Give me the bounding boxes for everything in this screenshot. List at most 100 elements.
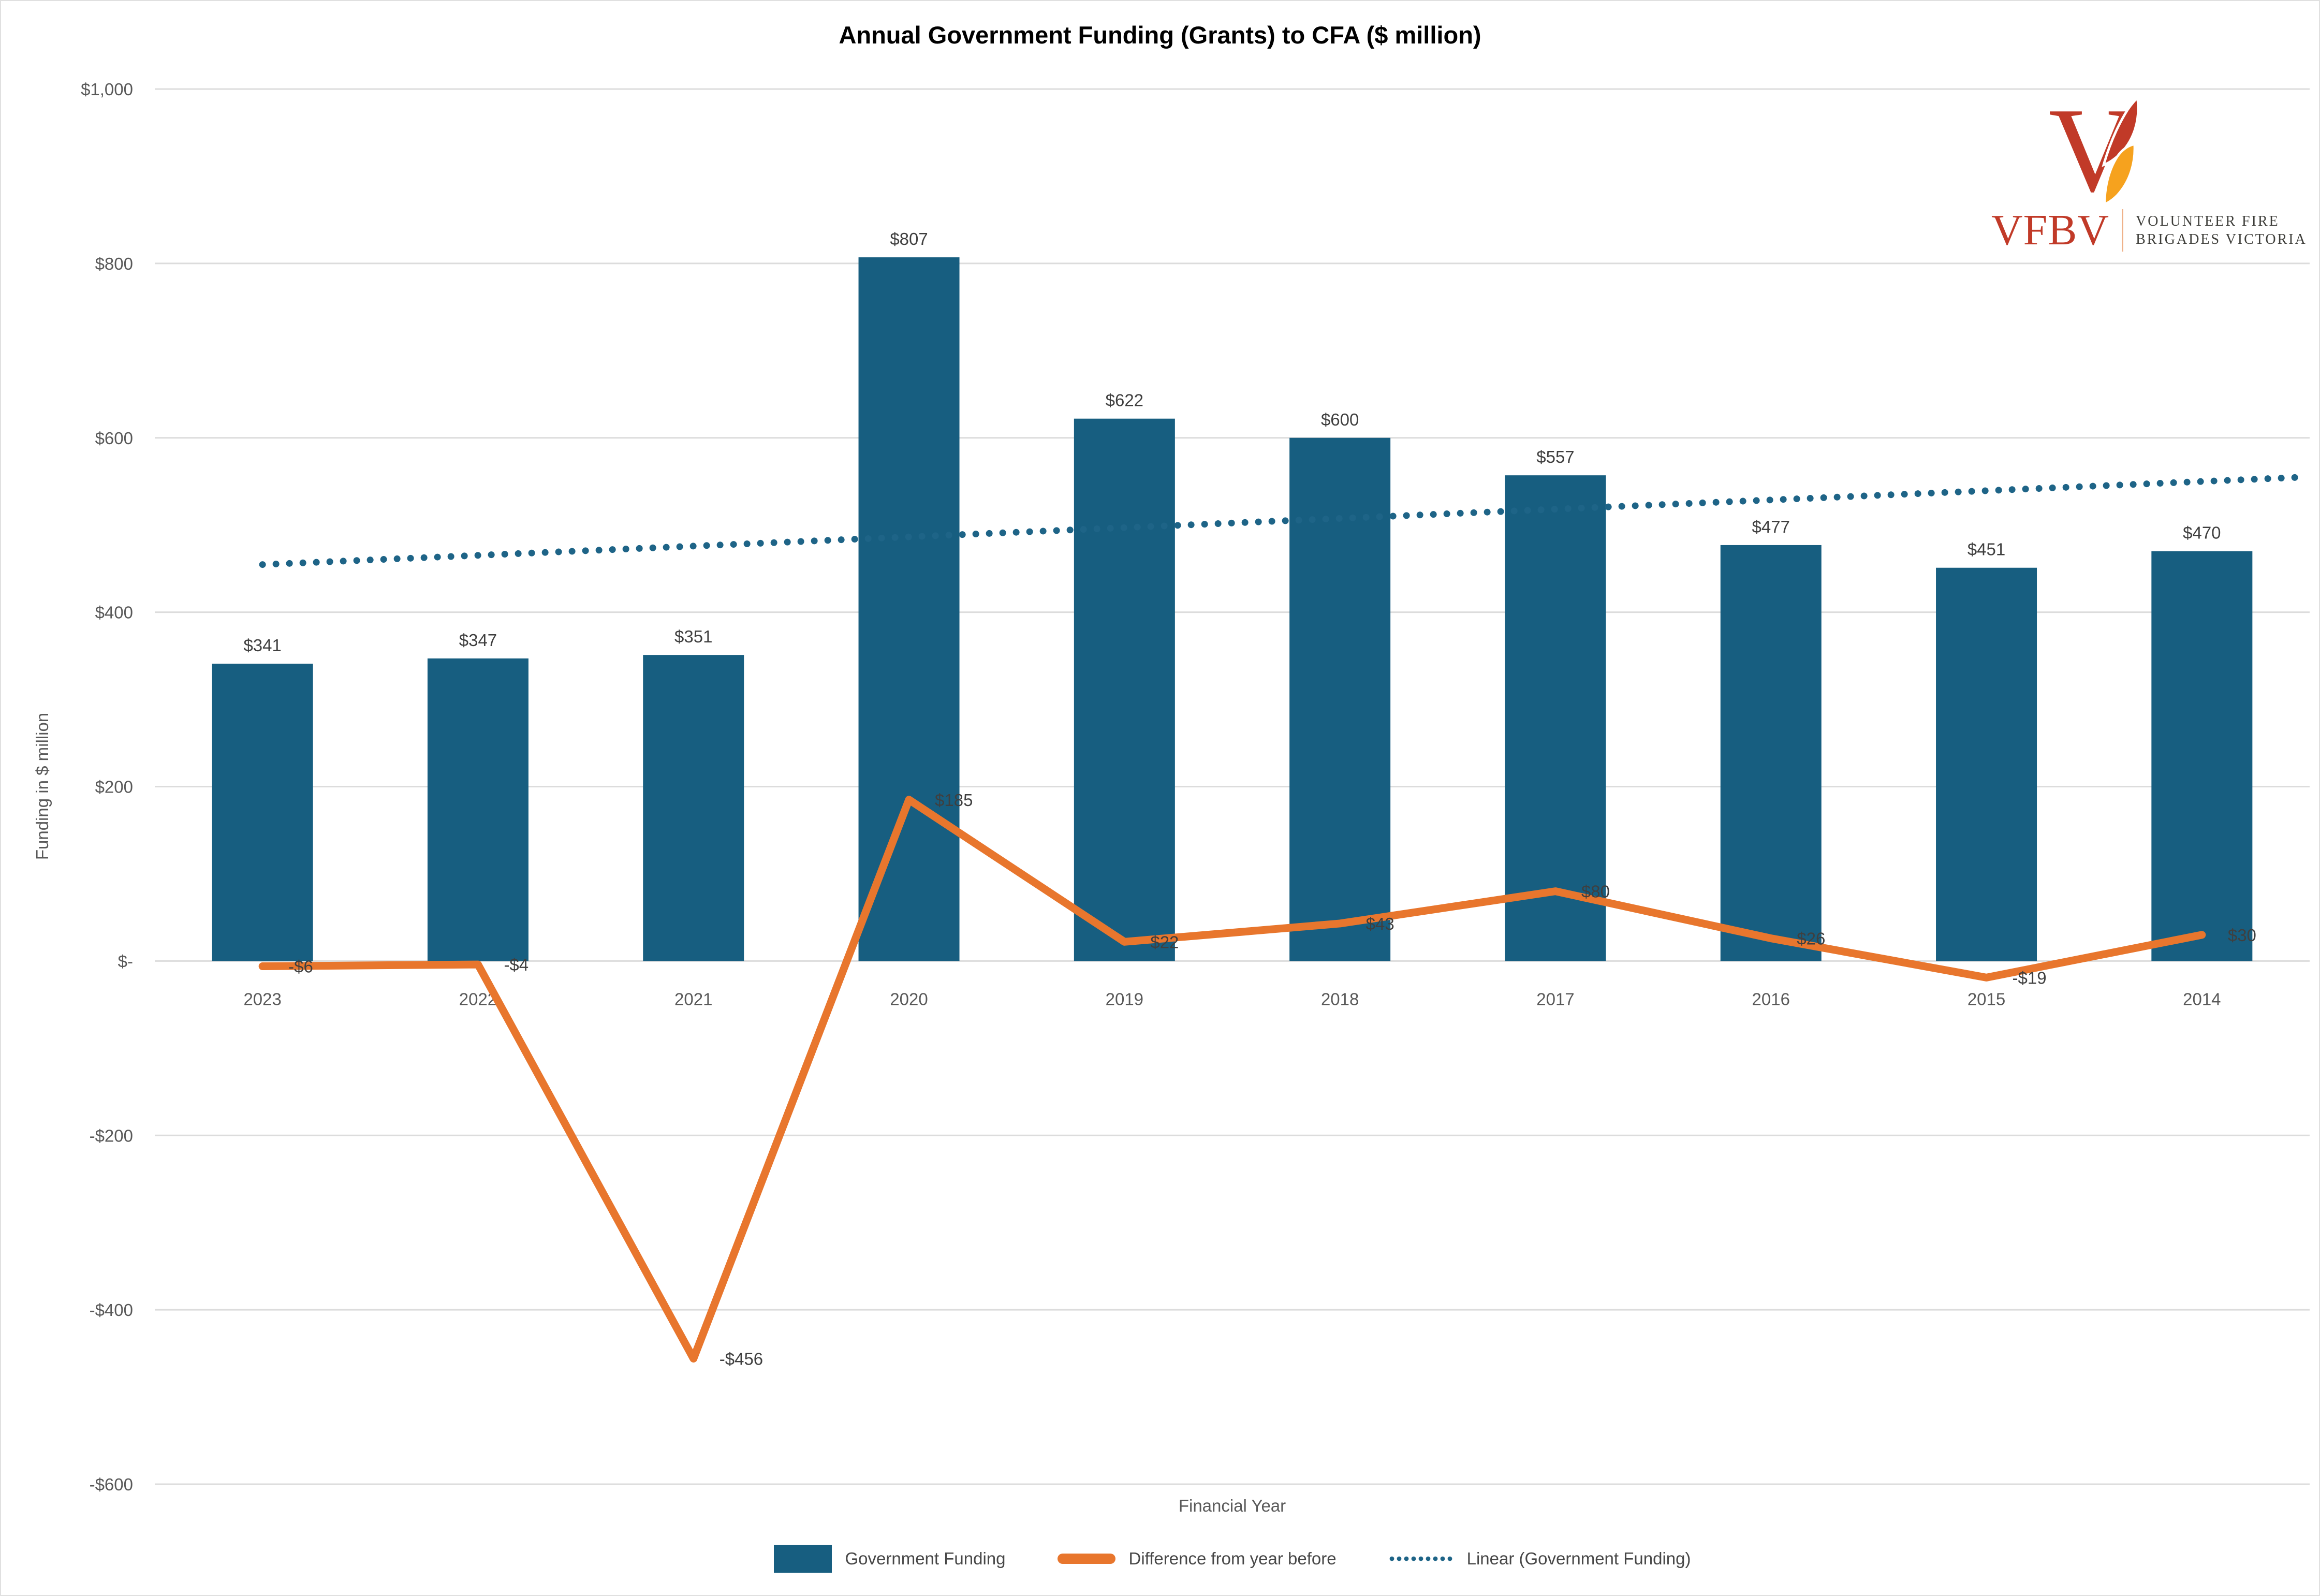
difference-point-label: -$6 bbox=[288, 957, 313, 976]
trendline-dot bbox=[2291, 474, 2298, 481]
trendline-dot bbox=[676, 543, 683, 550]
trendline-dot bbox=[1699, 499, 1706, 506]
trendline-dot bbox=[340, 558, 347, 565]
trendline-dot bbox=[1241, 519, 1249, 526]
x-tick-label: 2016 bbox=[1752, 989, 1790, 1008]
trendline-dot bbox=[905, 533, 912, 540]
trendline-dot bbox=[1066, 526, 1074, 534]
trendline-dot bbox=[1120, 524, 1127, 531]
trendline-dot bbox=[1537, 506, 1545, 514]
flame-orange-petal bbox=[2103, 142, 2136, 206]
trendline-dot bbox=[1901, 491, 1908, 498]
trendline-dot bbox=[1995, 487, 2002, 494]
trendline-dot bbox=[1685, 500, 1693, 507]
legend-label: Difference from year before bbox=[1128, 1549, 1337, 1568]
trendline-dot bbox=[743, 540, 751, 547]
x-tick-label: 2014 bbox=[2183, 989, 2221, 1008]
trendline-dot bbox=[1712, 499, 1720, 506]
trendline-dot bbox=[434, 553, 441, 561]
bar-value-label: $347 bbox=[459, 631, 497, 650]
trendline-dot bbox=[1335, 515, 1343, 522]
trendline-dot bbox=[918, 533, 926, 540]
trendline-dot bbox=[1174, 522, 1181, 529]
trendline-dot bbox=[313, 559, 320, 566]
trendline-dot bbox=[2197, 478, 2204, 485]
trendline-dot bbox=[488, 551, 495, 559]
trendline-dot bbox=[2237, 476, 2244, 484]
difference-point-label: $22 bbox=[1150, 932, 1179, 951]
trendline-dot bbox=[1362, 514, 1370, 521]
bar-value-label: $477 bbox=[1752, 517, 1790, 536]
x-tick-label: 2023 bbox=[243, 989, 281, 1008]
x-tick-label: 2021 bbox=[674, 989, 712, 1008]
legend-item-linear-trend: Linear (Government Funding) bbox=[1388, 1549, 1691, 1569]
trendline-dot bbox=[2062, 484, 2069, 491]
funding-bar bbox=[1720, 545, 1822, 961]
difference-point-label: $185 bbox=[935, 790, 973, 810]
trendline-dot bbox=[609, 546, 616, 553]
trendline-dot bbox=[1551, 506, 1558, 513]
y-tick-label: $600 bbox=[95, 429, 133, 448]
trendline-dot bbox=[1403, 512, 1410, 519]
trendline-dot bbox=[1914, 490, 1921, 497]
trendline-dot bbox=[582, 547, 589, 554]
trendline-dot bbox=[986, 530, 993, 537]
trendline-dot bbox=[932, 532, 939, 539]
trendline-dot bbox=[1484, 508, 1491, 516]
trendline-dot bbox=[1457, 509, 1464, 517]
x-axis-title: Financial Year bbox=[1178, 1496, 1286, 1515]
trendline-dot bbox=[730, 541, 737, 548]
trendline-dot bbox=[1093, 525, 1100, 533]
trendline-dot bbox=[1941, 489, 1948, 496]
y-axis-title: Funding in $ million bbox=[33, 712, 52, 860]
trendline-dot bbox=[2278, 474, 2285, 481]
trendline-dot bbox=[1860, 492, 1868, 500]
funding-bar bbox=[643, 655, 744, 961]
trendline-dot bbox=[770, 539, 777, 546]
trendline-dot bbox=[2183, 478, 2191, 486]
trendline-dot bbox=[1430, 511, 1437, 518]
funding-bar bbox=[1505, 475, 1606, 961]
trendline-dot bbox=[1833, 493, 1841, 501]
trendline-dot bbox=[1928, 489, 1935, 496]
y-tick-label: $1,000 bbox=[81, 80, 133, 99]
vfbv-logo: V VFBV VOLUNTEER FIRE BRIGADES VICTORIA bbox=[1991, 86, 2312, 268]
trendline-dot bbox=[2022, 486, 2029, 493]
trendline-dot bbox=[2224, 477, 2231, 484]
trendline-dot bbox=[824, 537, 831, 544]
difference-line bbox=[258, 796, 2206, 1363]
trendline-dot bbox=[1658, 501, 1666, 508]
trendline-dot bbox=[420, 554, 428, 561]
trendline-dot bbox=[1470, 509, 1477, 516]
legend-item-government-funding: Government Funding bbox=[773, 1545, 1006, 1573]
y-tick-label: $400 bbox=[95, 603, 133, 622]
trendline-dot bbox=[1753, 497, 1760, 504]
trendline-dot bbox=[1443, 510, 1450, 518]
trendline-dot bbox=[1591, 504, 1598, 511]
trendline-dot bbox=[568, 548, 576, 555]
logo-org-name: VOLUNTEER FIRE BRIGADES VICTORIA bbox=[2136, 213, 2307, 247]
trendline-dot bbox=[1847, 493, 1854, 500]
trendline-dot bbox=[1134, 523, 1141, 531]
trendline-dot bbox=[1107, 524, 1114, 532]
vfbv-flame-icon: V bbox=[2049, 96, 2140, 207]
trendline-dot bbox=[811, 537, 818, 545]
funding-bar bbox=[1936, 567, 2037, 961]
bar-value-label: $600 bbox=[1321, 410, 1359, 429]
trendline-dot bbox=[716, 541, 724, 549]
trendline-dot bbox=[797, 538, 804, 545]
trendline-dot bbox=[1510, 507, 1518, 515]
bar-value-label: $557 bbox=[1536, 447, 1574, 466]
trendline-dot bbox=[1820, 494, 1827, 501]
trendline-dot bbox=[891, 534, 899, 541]
trendline-dot bbox=[2049, 484, 2056, 491]
bar-value-label: $622 bbox=[1106, 391, 1143, 410]
trendline-dot bbox=[878, 534, 885, 541]
trendline-dot bbox=[1147, 523, 1154, 530]
trendline-dot bbox=[1780, 496, 1787, 503]
y-tick-label: $- bbox=[118, 951, 133, 971]
trendline-dot bbox=[1726, 498, 1733, 505]
trendline-dot bbox=[1578, 504, 1585, 511]
difference-point-label: $30 bbox=[2228, 926, 2256, 945]
